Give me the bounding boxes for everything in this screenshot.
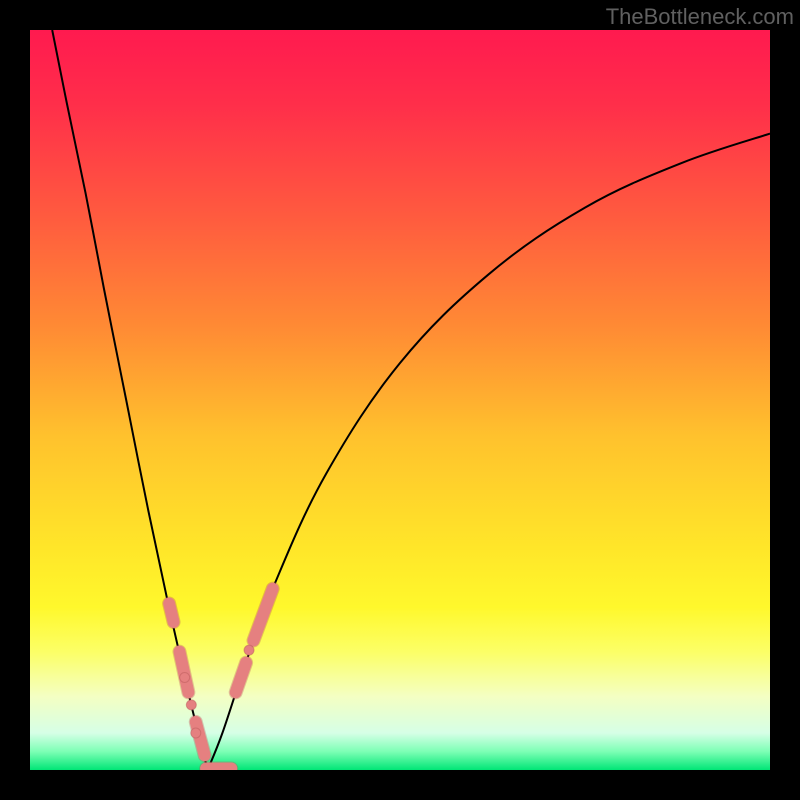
watermark-text: TheBottleneck.com [606, 4, 794, 30]
bottleneck-chart-svg [0, 0, 800, 800]
bottleneck-chart-container: TheBottleneck.com [0, 0, 800, 800]
